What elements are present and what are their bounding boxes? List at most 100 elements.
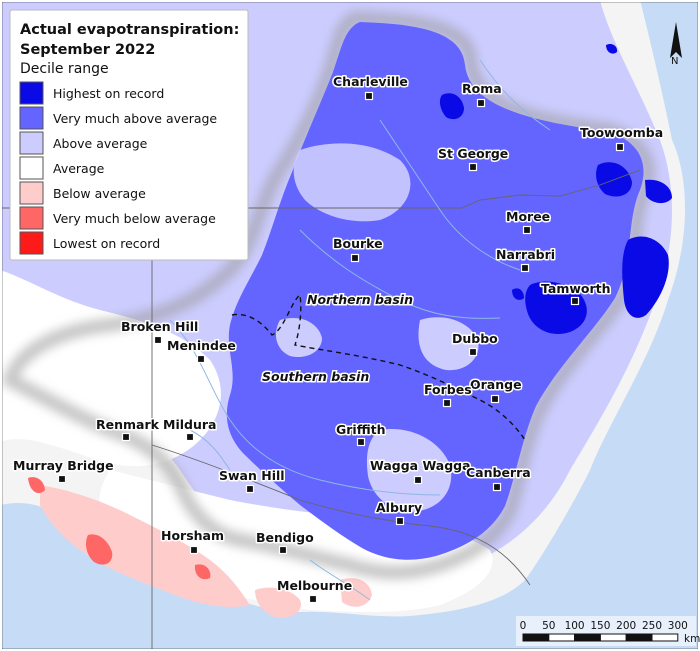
rivers xyxy=(169,59,551,601)
legend-item-label: Very much above average xyxy=(53,111,217,126)
town-label: Canberra xyxy=(466,465,531,480)
town-dot xyxy=(492,482,502,492)
town-label: Narrabri xyxy=(496,247,555,262)
north-arrow-icon xyxy=(670,22,682,58)
legend-box xyxy=(9,9,249,261)
town-dot xyxy=(442,398,452,408)
town-label: Bourke xyxy=(333,236,383,251)
towns-layer: Charleville Roma Toowoomba St George Moree Bo… xyxy=(12,73,665,604)
highest-patch-east xyxy=(645,179,672,204)
town-label: Toowoomba xyxy=(580,125,663,140)
town-marker: St George xyxy=(437,145,510,172)
scale-tick-label: 100 xyxy=(565,620,585,632)
northern-basin-label: Northern basin xyxy=(307,292,413,307)
town-marker: Canberra xyxy=(465,464,532,492)
town-dot xyxy=(350,253,360,263)
scale-segment xyxy=(548,633,576,642)
highest-patch-coast xyxy=(622,236,669,318)
region-very-much-below xyxy=(86,534,113,565)
town-label: Dubbo xyxy=(452,331,498,346)
legend-swatch xyxy=(19,156,44,180)
town-dot xyxy=(522,225,532,235)
basin-shadow xyxy=(2,10,656,580)
legend-swatch xyxy=(19,206,44,230)
scale-segment xyxy=(599,633,627,642)
town-marker: Orange xyxy=(469,376,523,404)
town-marker: Narrabri xyxy=(495,246,557,273)
scale-segments xyxy=(522,633,679,642)
legend-item-label: Average xyxy=(53,161,105,176)
town-label: Albury xyxy=(376,500,422,515)
town-marker: Horsham xyxy=(160,527,226,555)
legend-title-line1: Actual evapotranspiration: xyxy=(20,22,239,38)
legend-item-label: Below average xyxy=(53,186,146,201)
southern-basin-label: Southern basin xyxy=(262,369,369,384)
highest-patch-small-1 xyxy=(512,288,524,300)
town-marker: Moree xyxy=(505,208,552,235)
town-marker: Menindee xyxy=(166,337,237,364)
town-dot xyxy=(153,335,163,345)
highest-patch-tamworth xyxy=(525,281,587,334)
town-marker: Dubbo xyxy=(451,330,500,357)
town-marker: Bourke xyxy=(332,235,384,263)
legend-swatch xyxy=(19,106,44,130)
town-label: Forbes xyxy=(424,382,472,397)
town-label: Orange xyxy=(470,377,522,392)
town-dot xyxy=(570,296,580,306)
region-average-west xyxy=(2,270,221,467)
highest-patch-small-2 xyxy=(606,43,618,54)
legend-swatch xyxy=(19,181,44,205)
scale-tick-label: 50 xyxy=(542,620,555,632)
legend-item-label: Lowest on record xyxy=(53,236,160,251)
town-label: Menindee xyxy=(167,338,236,353)
town-marker: Charleville xyxy=(332,73,409,101)
town-dot xyxy=(356,437,366,447)
town-label: Murray Bridge xyxy=(13,458,114,473)
scale-segment xyxy=(574,633,601,642)
legend-item-label: Highest on record xyxy=(53,86,164,101)
scale-ticks: 0 50 100 150 200 250 300 xyxy=(520,620,688,632)
legend-items: Highest on record Very much above average… xyxy=(19,81,217,255)
region-very-much-below-3 xyxy=(28,477,45,494)
legend: Actual evapotranspiration: September 202… xyxy=(9,9,249,261)
town-dot xyxy=(615,142,625,152)
town-dot xyxy=(308,594,318,604)
town-dot xyxy=(189,545,199,555)
town-label: Charleville xyxy=(333,74,408,89)
scale-tick-label: 0 xyxy=(520,620,527,632)
scale-segment xyxy=(651,633,679,642)
region-very-much-below-2 xyxy=(194,564,211,580)
town-marker: Bendigo xyxy=(255,529,316,555)
town-label: Mildura xyxy=(163,417,216,432)
town-marker: Roma xyxy=(461,80,503,108)
town-marker: Forbes xyxy=(423,381,473,408)
town-label: Melbourne xyxy=(277,578,352,593)
town-dot xyxy=(196,354,206,364)
legend-swatch xyxy=(19,131,44,155)
town-dot xyxy=(57,474,67,484)
town-label: Tamworth xyxy=(541,281,611,296)
town-marker: Murray Bridge xyxy=(12,457,115,484)
town-label: Moree xyxy=(506,209,550,224)
town-marker: Albury xyxy=(375,499,424,526)
scale-segment xyxy=(625,633,653,642)
town-dot xyxy=(413,475,423,485)
north-label: N xyxy=(671,56,678,67)
town-marker: Broken Hill xyxy=(120,318,200,345)
town-marker: Wagga Wagga xyxy=(369,457,472,485)
legend-subtitle: Decile range xyxy=(20,61,109,77)
scale-tick-label: 150 xyxy=(590,620,610,632)
region-below-average xyxy=(40,485,250,607)
town-label: Wagga Wagga xyxy=(370,458,471,473)
town-dot xyxy=(395,516,405,526)
town-label: Broken Hill xyxy=(121,319,198,334)
scale-bar: 0 50 100 150 200 250 300 km xyxy=(516,616,700,646)
town-dot xyxy=(121,432,131,442)
town-marker: Melbourne xyxy=(276,577,354,604)
scale-tick-label: 300 xyxy=(668,620,688,632)
town-dot xyxy=(476,98,486,108)
town-dot xyxy=(490,394,500,404)
legend-swatch xyxy=(19,81,44,105)
